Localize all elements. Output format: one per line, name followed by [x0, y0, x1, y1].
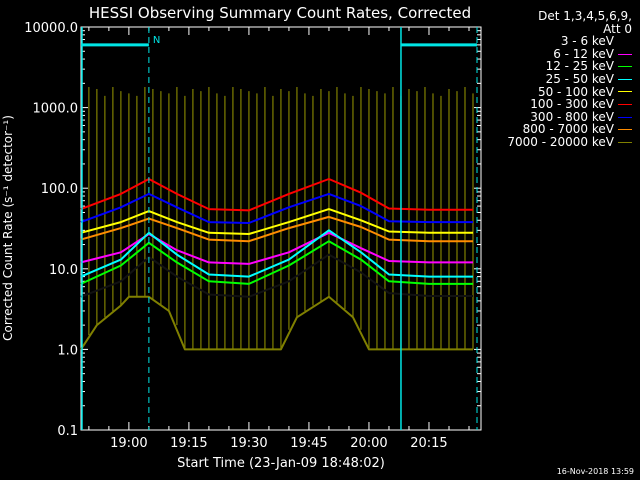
x-axis: 19:00 19:15 19:30 19:45 20:00 20:15	[88, 27, 470, 451]
chart-title: HESSI Observing Summary Count Rates, Cor…	[89, 4, 471, 22]
y-tick-label: 0.1	[57, 424, 78, 439]
legend-label: 100 - 300 keV	[530, 97, 614, 112]
y-tick-label: 10000.0	[24, 21, 78, 36]
legend-item: 25 - 50 keV	[478, 73, 632, 86]
legend-label: 12 - 25 keV	[545, 59, 614, 74]
plot-frame	[80, 26, 482, 431]
legend-swatch	[618, 129, 632, 131]
y-tick-label: 1.0	[57, 343, 78, 358]
series-line-50-100-kev	[80, 208, 473, 235]
legend-swatch	[618, 78, 632, 80]
legend-item: 6 - 12 keV	[478, 48, 632, 61]
legend-header-line-2: Att 0	[603, 21, 632, 36]
generation-timestamp: 16-Nov-2018 13:59	[556, 467, 634, 476]
legend-label: 800 - 7000 keV	[522, 122, 614, 137]
x-tick-label: 20:15	[410, 436, 447, 451]
x-tick-label: 19:45	[290, 436, 327, 451]
series-line-12-25-kev	[80, 240, 473, 285]
legend-swatch	[618, 103, 632, 105]
legend-header-line-1: Det 1,3,4,5,6,9,	[538, 9, 632, 23]
legend-swatch	[618, 66, 632, 68]
series-line-300-800-kev	[80, 192, 473, 224]
legend-items: 3 - 6 keV 6 - 12 keV 12 - 25 keV 25 - 50 ke…	[478, 35, 632, 148]
series-line-6-12-kev	[80, 231, 473, 265]
y-axis-label: Corrected Count Rate (s⁻¹ detector⁻¹)	[1, 115, 15, 341]
legend-item: 3 - 6 keV	[478, 35, 632, 48]
legend-swatch	[618, 116, 632, 118]
x-tick-label: 19:15	[170, 436, 207, 451]
x-tick-label: 20:00	[350, 436, 387, 451]
legend-swatch	[618, 53, 632, 55]
annotation-label: N	[153, 35, 160, 46]
overlays: N	[81, 27, 478, 430]
series-line-800-7000-kev	[80, 215, 473, 243]
y-tick-label: 100.0	[41, 182, 78, 197]
legend-item: 100 - 300 keV	[478, 98, 632, 111]
legend: Det 1,3,4,5,6,9, Att 0 3 - 6 keV 6 - 12 k…	[478, 10, 632, 149]
legend-item: 800 - 7000 keV	[478, 123, 632, 136]
legend-label: 300 - 800 keV	[530, 109, 614, 124]
x-tick-label: 19:30	[230, 436, 267, 451]
legend-label: 7000 - 20000 keV	[507, 134, 614, 149]
legend-swatch	[618, 91, 632, 93]
x-tick-label: 19:00	[110, 436, 147, 451]
legend-label: 25 - 50 keV	[545, 71, 614, 86]
legend-label: 3 - 6 keV	[560, 34, 614, 49]
y-tick-label: 1000.0	[33, 102, 79, 117]
legend-item: 7000 - 20000 keV	[478, 136, 632, 149]
plot-area	[80, 87, 474, 351]
legend-swatch	[618, 141, 632, 143]
legend-swatch	[618, 40, 632, 42]
legend-item: 12 - 25 keV	[478, 60, 632, 73]
y-tick-label: 10.0	[49, 263, 78, 278]
series-line-100-300-kev	[80, 178, 473, 212]
series-line-3-6-kev	[80, 253, 473, 298]
legend-label: 6 - 12 keV	[553, 46, 614, 61]
legend-label: 50 - 100 keV	[537, 84, 614, 99]
series-line-7000-20000-kev	[80, 295, 473, 351]
legend-item: 300 - 800 keV	[478, 111, 632, 124]
series-line-25-50-kev	[80, 229, 473, 278]
x-axis-label: Start Time (23-Jan-09 18:48:02)	[177, 456, 385, 471]
legend-item: 50 - 100 keV	[478, 84, 632, 99]
